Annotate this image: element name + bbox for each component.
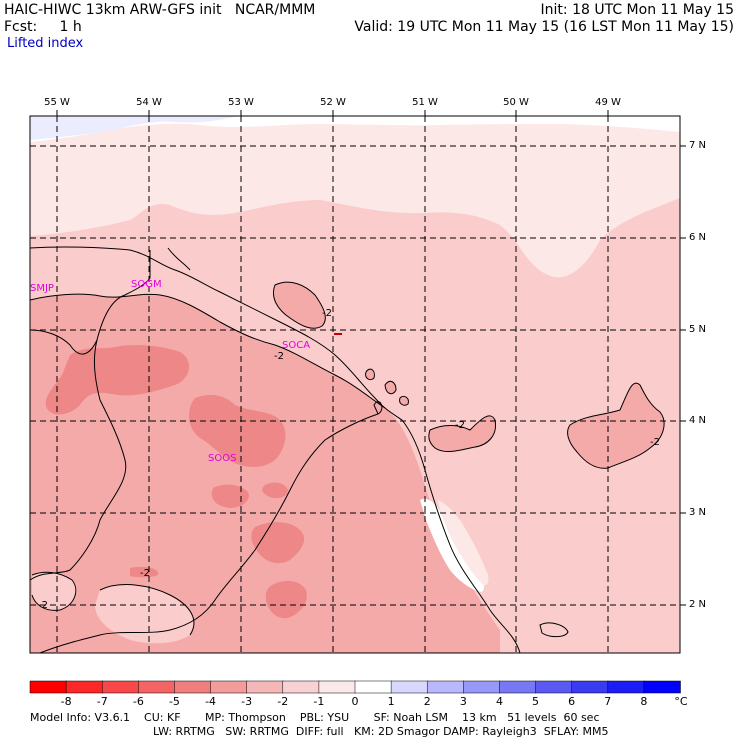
coastlines [29, 246, 521, 654]
lon-label-49w: 49 W [595, 97, 621, 108]
colorbar-tick-label: -4 [205, 695, 217, 708]
salmon-patch-3 [211, 484, 249, 508]
lat-label-4n: 4 N [689, 415, 707, 426]
colorbar [29, 680, 681, 694]
colorbar-tick-label: -5 [168, 695, 180, 708]
contour-label: -2 [38, 600, 48, 611]
lat-lon-grid [30, 116, 680, 653]
offshore-blob-1 [273, 282, 326, 329]
salmon-patch-7 [130, 566, 159, 578]
colorbar-cell [101, 680, 140, 694]
contour-label: -2 [455, 420, 465, 431]
field-name: Lifted index [7, 36, 84, 51]
light-spot-2 [95, 584, 194, 644]
lat-label-2n: 2 N [689, 599, 707, 610]
model-title: HAIC-HIWC 13km ARW-GFS init NCAR/MMM [4, 2, 316, 18]
colorbar-tick-label: 6 [568, 695, 576, 708]
colorbar-tick-label: 2 [423, 695, 431, 708]
offshore-blob-4 [385, 381, 396, 394]
light-spot-1 [32, 572, 76, 611]
colorbar-tick-label: 3 [459, 695, 467, 708]
contour-label: -2 [140, 568, 150, 579]
colorbar-cell [138, 680, 176, 694]
colorbar-tick-label: 7 [604, 695, 612, 708]
contours [29, 281, 665, 638]
offshore-blob-5 [399, 396, 409, 406]
model-info-line2: LW: RRTMG SW: RRTMG DIFF: full KM: 2D Sm… [153, 725, 609, 738]
salmon-patch-5 [251, 522, 305, 564]
map-frame [29, 115, 681, 654]
station-soos: SOOS [208, 453, 237, 464]
salmon-patch-2 [188, 394, 286, 467]
colorbar-cell [174, 680, 212, 694]
contour-label: -2 [650, 437, 660, 448]
colorbar-tick-label: 5 [532, 695, 540, 708]
lon-label-55w: 55 W [44, 97, 70, 108]
lon-label-51w: 51 W [412, 97, 438, 108]
offshore-blob-3 [567, 383, 665, 469]
colorbar-tick-label: 4 [495, 695, 503, 708]
colorbar-cell [282, 680, 320, 694]
colorbar-cell [535, 680, 573, 694]
salmon-patch-1 [45, 344, 190, 415]
white-strip [30, 116, 680, 142]
lon-label-54w: 54 W [136, 97, 162, 108]
colorbar-cell [643, 680, 681, 694]
colorbar-tick-label: -2 [277, 695, 289, 708]
colorbar-tick-label: 1 [387, 695, 395, 708]
colorbar-cell [210, 680, 248, 694]
colorbar-unit: °C [674, 695, 688, 708]
colorbar-cell [354, 680, 392, 694]
colorbar-tick-label: -8 [60, 695, 72, 708]
contour-label: -2 [322, 308, 332, 319]
station-smjp: SMJP [30, 283, 54, 294]
pale-pink-band [30, 116, 680, 278]
pale-coastal-strip [438, 500, 489, 586]
lon-label-50w: 50 W [503, 97, 529, 108]
colorbar-cell [65, 680, 103, 694]
colorbar-tick-label: 0 [351, 695, 359, 708]
colorbar-cell [318, 680, 356, 694]
model-info-line1: Model Info: V3.6.1 CU: KF MP: Thompson P… [30, 711, 600, 724]
lat-label-6n: 6 N [689, 232, 707, 243]
station-soca: SOCA [282, 340, 311, 351]
light-blue-patch [30, 116, 240, 140]
init-time: Init: 18 UTC Mon 11 May 15 [540, 2, 734, 18]
colorbar-tick-label: -3 [241, 695, 253, 708]
contour-label: -2 [274, 351, 284, 362]
offshore-blob-6 [365, 369, 375, 380]
salmon-patch-4 [262, 482, 288, 499]
lat-label-7n: 7 N [689, 140, 707, 151]
lat-label-5n: 5 N [689, 324, 707, 335]
lon-label-52w: 52 W [320, 97, 346, 108]
colorbar-tick-label: 8 [640, 695, 648, 708]
colorbar-cell [426, 680, 465, 694]
station-sogm: SOGM [131, 279, 162, 290]
colorbar-cell [390, 680, 428, 694]
colorbar-tick-label: -7 [96, 695, 108, 708]
colorbar-cell [607, 680, 645, 694]
colorbar-cell [246, 680, 284, 694]
lat-label-3n: 3 N [689, 507, 707, 518]
frame-ticks [56, 110, 686, 606]
white-coastal-strip [420, 498, 485, 592]
colorbar-cell [29, 680, 67, 694]
colorbar-tick-label: -6 [132, 695, 144, 708]
colorbar-cell [571, 680, 609, 694]
offshore-blob-2 [428, 415, 496, 452]
salmon-patch-6 [265, 580, 307, 619]
valid-time: Valid: 19 UTC Mon 11 May 15 (16 LST Mon … [354, 19, 734, 35]
lon-label-53w: 53 W [228, 97, 254, 108]
colorbar-cell [463, 680, 501, 694]
forecast-hour: Fcst: 1 h [4, 19, 82, 35]
colorbar-cell [499, 680, 537, 694]
colorbar-tick-label: -1 [313, 695, 325, 708]
